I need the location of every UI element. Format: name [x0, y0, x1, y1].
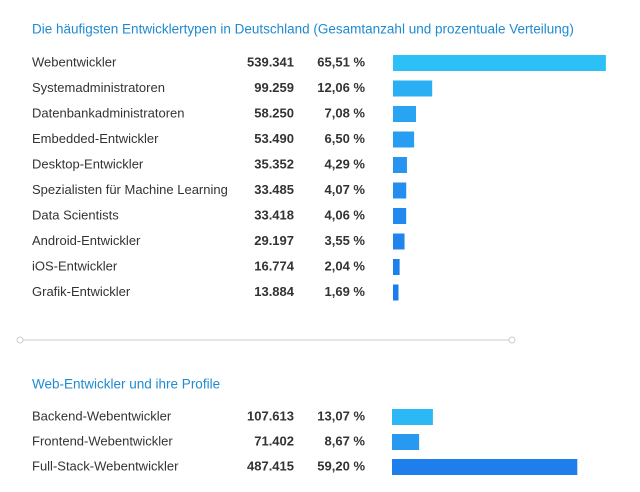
row-label: Systemadministratoren [32, 80, 165, 95]
row-label: Full-Stack-Webentwickler [32, 458, 179, 473]
bar [392, 459, 578, 475]
bar [393, 106, 417, 122]
bar [392, 409, 433, 425]
percent-label: 12,06 % [317, 80, 365, 95]
section-title: Die häufigsten Entwicklertypen in Deutsc… [32, 22, 574, 37]
bar [393, 233, 405, 250]
count-label: 33.485 [254, 182, 294, 197]
percent-label: 59,20 % [317, 458, 365, 473]
row-label: iOS-Entwickler [32, 258, 118, 273]
count-label: 107.613 [247, 408, 294, 423]
percent-label: 4,07 % [325, 182, 366, 197]
row-label: Desktop-Entwickler [32, 156, 144, 171]
percent-label: 65,51 % [317, 54, 365, 69]
count-label: 99.259 [254, 80, 294, 95]
percent-label: 3,55 % [325, 233, 366, 248]
percent-label: 1,69 % [325, 284, 366, 299]
bar [393, 182, 407, 199]
percent-label: 2,04 % [325, 258, 366, 273]
bar [393, 131, 415, 148]
row-label: Data Scientists [32, 207, 119, 222]
bar [393, 208, 407, 224]
percent-label: 6,50 % [325, 131, 366, 146]
count-label: 53.490 [254, 131, 294, 146]
count-label: 16.774 [254, 258, 295, 273]
percent-label: 4,06 % [325, 207, 366, 222]
bar [393, 157, 407, 173]
row-label: Backend-Webentwickler [32, 408, 172, 423]
percent-label: 8,67 % [325, 433, 366, 448]
count-label: 58.250 [254, 105, 294, 120]
row-label: Spezialisten für Machine Learning [32, 182, 228, 197]
row-label: Frontend-Webentwickler [32, 433, 173, 448]
bar [393, 80, 433, 97]
bar [393, 284, 399, 301]
count-label: 13.884 [254, 284, 295, 299]
percent-label: 4,29 % [325, 156, 366, 171]
row-label: Embedded-Entwickler [32, 131, 159, 146]
count-label: 35.352 [254, 156, 294, 171]
row-label: Android-Entwickler [32, 233, 141, 248]
count-label: 29.197 [254, 233, 294, 248]
bar [392, 434, 420, 450]
divider-knob [508, 336, 516, 344]
section-title: Web-Entwickler und ihre Profile [32, 377, 220, 392]
divider-knob [16, 336, 24, 344]
count-label: 33.418 [254, 207, 294, 222]
row-label: Grafik-Entwickler [32, 284, 131, 299]
percent-label: 7,08 % [325, 105, 366, 120]
percent-label: 13,07 % [317, 408, 365, 423]
row-label: Webentwickler [32, 54, 117, 69]
row-label: Datenbankadministratoren [32, 105, 184, 120]
count-label: 71.402 [254, 433, 294, 448]
bar [393, 55, 606, 71]
count-label: 487.415 [247, 458, 294, 473]
count-label: 539.341 [247, 54, 294, 69]
bar [393, 259, 400, 275]
